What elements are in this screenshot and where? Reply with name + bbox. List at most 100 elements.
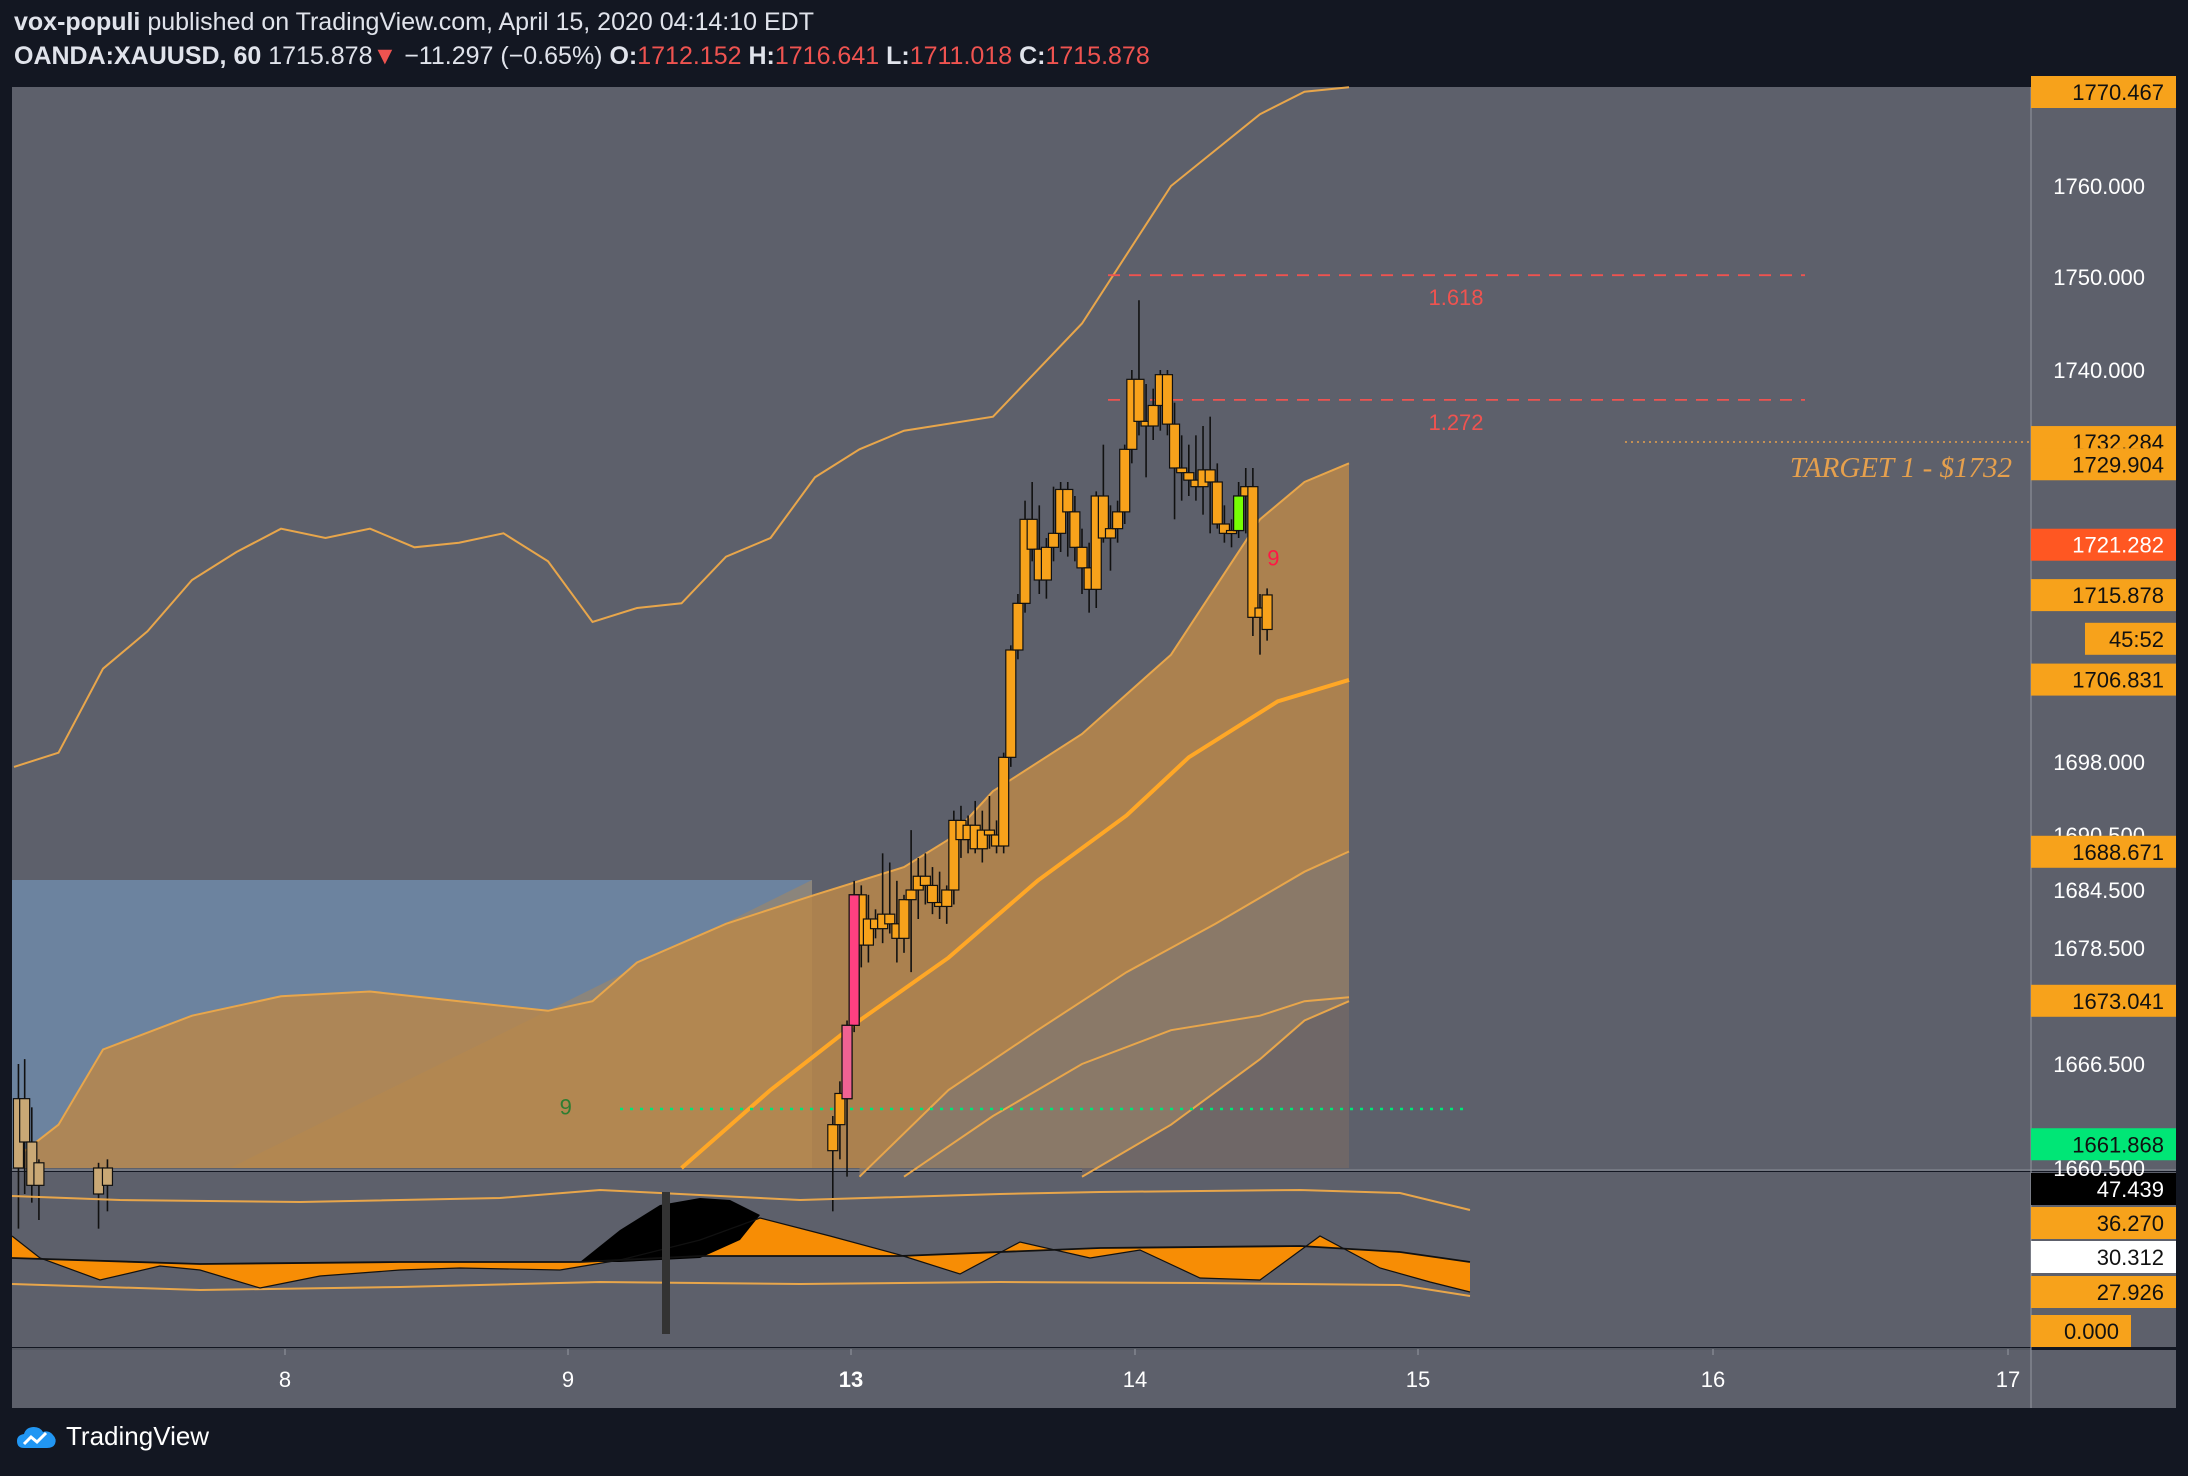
signal-candle	[1233, 495, 1245, 532]
time-tick-label: 17	[1996, 1367, 2020, 1392]
td-count-marker: 9	[1267, 545, 1279, 570]
candle-body	[1097, 495, 1109, 539]
candle-body	[1005, 649, 1017, 758]
candle-body	[1111, 511, 1124, 530]
bollinger-bands	[12, 86, 1350, 1178]
candle-body	[101, 1167, 114, 1186]
candle-body	[898, 899, 910, 939]
indicator-badge-label: 30.312	[2097, 1245, 2164, 1270]
basis-line	[680, 677, 1350, 1170]
tradingview-logo[interactable]: TradingView	[16, 1421, 209, 1452]
time-tick-label: 8	[279, 1367, 291, 1392]
indicator-osc	[11, 1217, 1471, 1293]
price-badge-label: 1770.467	[2072, 80, 2164, 105]
indicator-fill	[12, 1218, 1470, 1292]
candle-body	[834, 1092, 846, 1126]
signal-candle	[841, 1024, 853, 1100]
time-axis[interactable]	[12, 1350, 2176, 1408]
candle-body	[1247, 486, 1259, 618]
price-change: −11.297 (−0.65%)	[404, 42, 603, 70]
candle-body	[919, 875, 931, 887]
brand-name: TradingView	[66, 1421, 210, 1451]
indicator-pane[interactable]	[12, 1172, 2031, 1347]
indicator-badge	[2031, 1207, 2176, 1239]
open-value: 1712.152	[637, 42, 742, 70]
price-badge-label: 45:52	[2109, 627, 2164, 652]
time-tick-label: 9	[562, 1367, 574, 1392]
candle-body	[862, 918, 875, 946]
symbol[interactable]: OANDA:XAUUSD, 60	[14, 42, 262, 70]
indicator-badge-label: 47.439	[2097, 1177, 2164, 1202]
price-badges: 1770.4671732.2841729.9041721.2821715.878…	[2031, 76, 2176, 1161]
low-label: L:	[886, 42, 910, 70]
signal-candle	[848, 894, 860, 1026]
candle-body	[1168, 423, 1181, 469]
band-line-2	[858, 850, 1350, 1178]
price-tick-label: 1678.500	[2053, 936, 2145, 961]
band-line-1	[13, 462, 1350, 1161]
indicator-lower	[11, 1280, 1471, 1297]
candle-body	[1019, 518, 1031, 604]
time-ticks: 8 9 13 14 15 16 17	[279, 1349, 2020, 1392]
open-label: O:	[609, 42, 638, 70]
band-fill-lower	[1082, 1001, 1349, 1177]
fibonacci-levels: 1.618 1.272	[620, 274, 2030, 1111]
candle-body	[1133, 378, 1145, 422]
price-tick-label: 1666.500	[2053, 1052, 2145, 1077]
price-badge-label: 1688.671	[2072, 840, 2164, 865]
price-ticks: 1760.0001750.0001740.0001698.0001690.500…	[2053, 174, 2145, 1181]
markers: 99	[560, 545, 1280, 1119]
time-tick-label: 14	[1123, 1367, 1147, 1392]
candle-body	[983, 829, 996, 836]
band-line-4	[1081, 1000, 1350, 1178]
candle-body	[1211, 481, 1223, 525]
candle-body	[1204, 469, 1216, 483]
candle-body	[1062, 488, 1074, 513]
candle-body	[1012, 602, 1024, 651]
indicator-upper	[11, 1188, 1471, 1211]
time-tick-label: 13	[839, 1367, 863, 1392]
band-fill-upper	[14, 463, 1349, 1168]
last-price: 1715.878	[268, 42, 373, 70]
candle-body	[976, 829, 988, 850]
cloud-logo-icon	[17, 1426, 56, 1448]
published-text: published on TradingView.com, April 15, …	[147, 8, 814, 36]
candle-body	[1261, 594, 1273, 631]
price-badge-label: 1729.904	[2072, 452, 2164, 477]
price-badge	[2031, 663, 2176, 696]
candle-body	[1176, 467, 1188, 474]
indicator-badge-label: 27.926	[2097, 1280, 2164, 1305]
price-badge	[2031, 579, 2176, 612]
price-badge	[2031, 1128, 2176, 1161]
down-arrow-icon: ▼	[372, 42, 398, 70]
candle-body	[1069, 511, 1081, 548]
indicator-badge-label: 36.270	[2097, 1211, 2164, 1236]
candle-body	[1183, 472, 1195, 481]
candle-body	[19, 1098, 31, 1143]
candle-body	[905, 889, 917, 901]
price-tick-label: 1740.000	[2053, 358, 2145, 383]
indicator-mid	[11, 1245, 1471, 1265]
candle-body	[1218, 523, 1231, 534]
high-label: H:	[748, 42, 775, 70]
indicator-badge	[2031, 1276, 2176, 1308]
price-badge-label: 1721.282	[2072, 533, 2164, 558]
price-badge-label: 1706.831	[2072, 668, 2164, 693]
high-value: 1716.641	[774, 42, 880, 70]
candle-body	[1104, 528, 1117, 539]
author[interactable]: vox-populi	[14, 8, 141, 36]
candle-body	[926, 884, 939, 904]
indicator-badge	[2031, 1315, 2131, 1347]
price-badge	[2085, 622, 2176, 655]
indicator-badge	[2031, 1173, 2176, 1205]
candle-body	[1161, 374, 1174, 425]
td-count-marker: 9	[560, 1095, 572, 1120]
indicator-lines: 47.439 36.270 30.312 27.926 0.000	[11, 1173, 2176, 1347]
candles	[12, 300, 1273, 1229]
candle-body	[948, 819, 960, 891]
candle-body	[941, 889, 953, 908]
candle-body	[827, 1124, 839, 1152]
price-tick-label: 1684.500	[2053, 878, 2145, 903]
candle-body	[1119, 448, 1131, 513]
